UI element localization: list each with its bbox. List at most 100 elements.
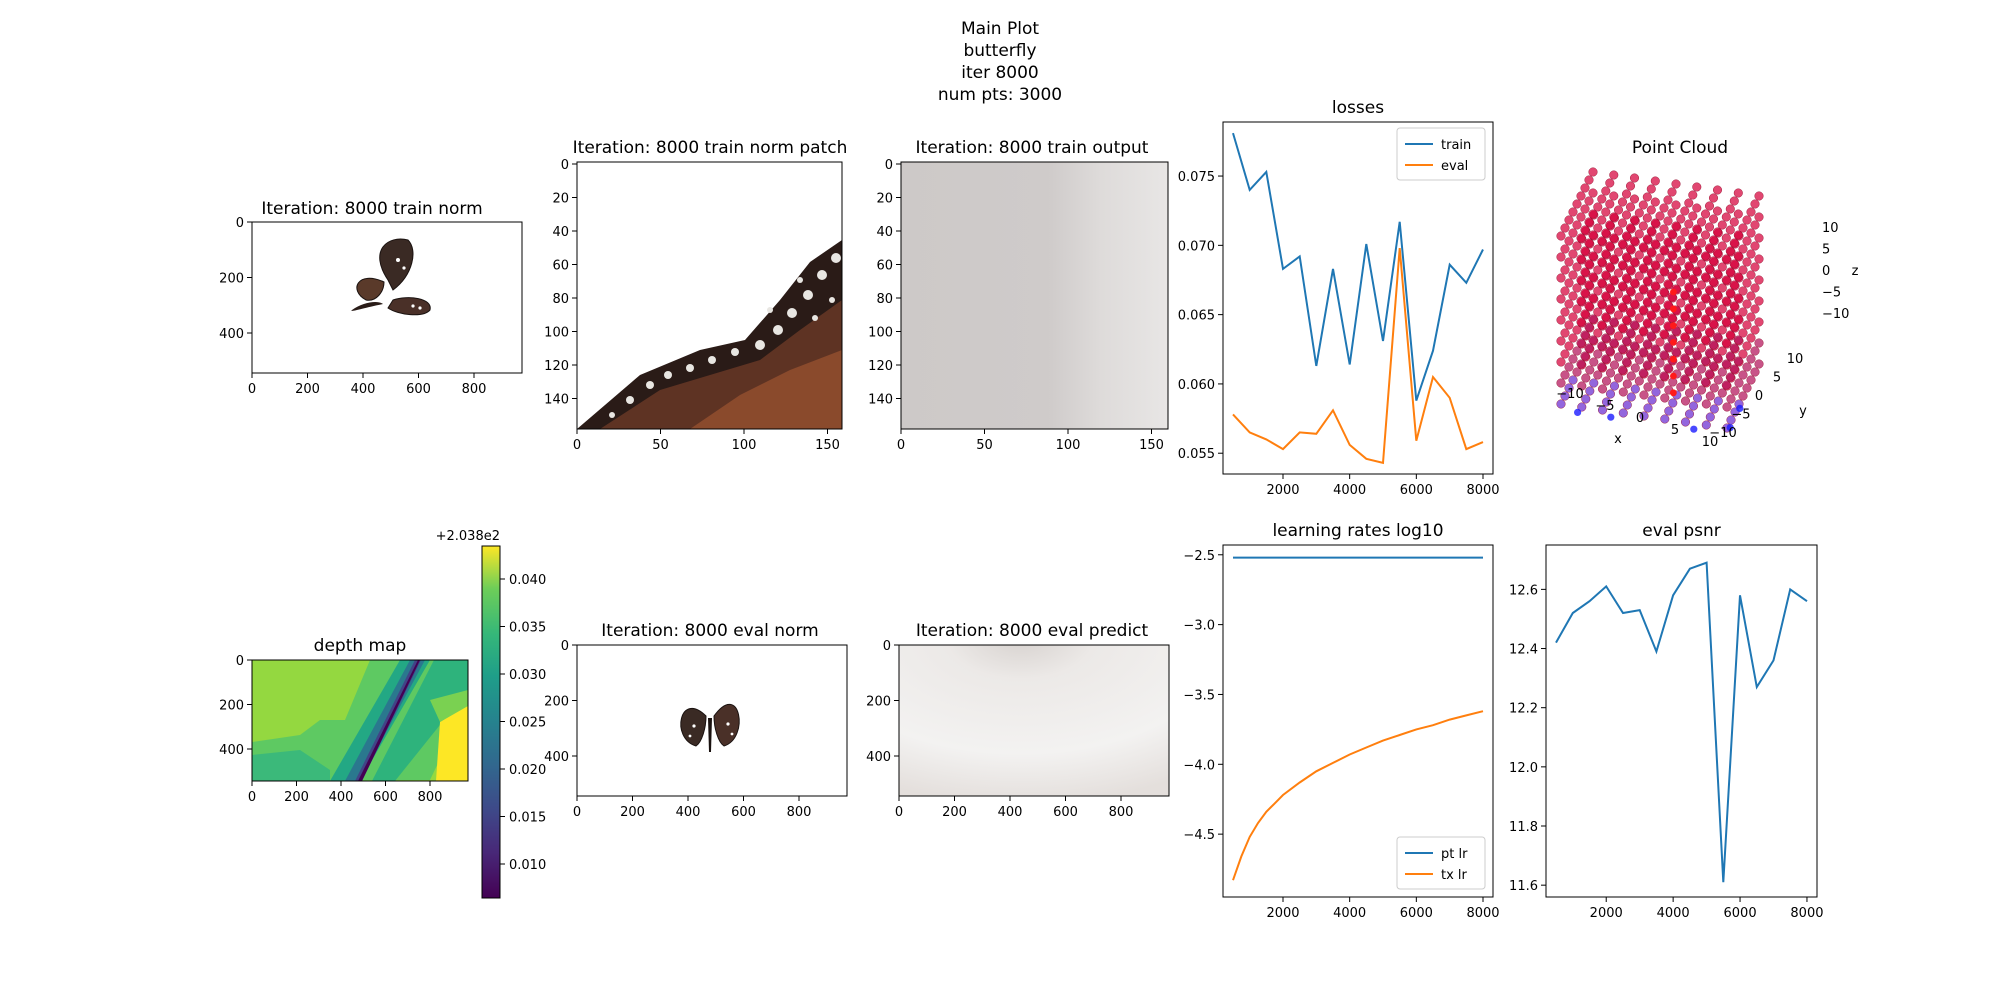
pc-point bbox=[1588, 335, 1598, 345]
chart-title: eval psnr bbox=[1642, 521, 1720, 541]
pc-point bbox=[1597, 257, 1607, 267]
pc-point bbox=[1609, 296, 1619, 306]
pc-point bbox=[1660, 393, 1670, 403]
pc-point bbox=[1725, 288, 1735, 298]
pc-point bbox=[1680, 311, 1690, 321]
suptitle-line-3: iter 8000 bbox=[961, 63, 1039, 83]
panel-eval-norm: Iteration: 8000 eval norm 0 200 400 600 8000… bbox=[544, 621, 848, 820]
pc-point bbox=[1572, 199, 1582, 209]
pc-point bbox=[1708, 235, 1718, 245]
pc-point bbox=[1601, 354, 1611, 364]
pc-point bbox=[1638, 200, 1648, 210]
pc-point bbox=[1700, 356, 1710, 366]
pc-point bbox=[1650, 218, 1660, 228]
pc-point bbox=[1568, 291, 1578, 301]
pc-point bbox=[1634, 229, 1644, 239]
pc-ylabel: y bbox=[1799, 404, 1807, 419]
pc-point bbox=[1605, 283, 1615, 293]
pc-point bbox=[1712, 185, 1722, 195]
pc-point bbox=[1659, 203, 1669, 213]
pc-point bbox=[1676, 256, 1686, 266]
pc-point bbox=[1738, 265, 1748, 275]
y-tick-label: −3.5 bbox=[1183, 688, 1215, 703]
y-tick-label: 60 bbox=[552, 259, 569, 274]
pc-point bbox=[1560, 223, 1570, 233]
x-tick-label: 50 bbox=[976, 438, 993, 453]
pc-point bbox=[1580, 351, 1590, 361]
y-tick-label: 40 bbox=[552, 225, 569, 240]
y-tick-label: 0.055 bbox=[1178, 447, 1215, 462]
pc-point bbox=[1688, 232, 1698, 242]
pc-point bbox=[1642, 234, 1652, 244]
depth-map-yaxis: 0 200 400 bbox=[219, 654, 252, 758]
pc-point bbox=[1733, 230, 1743, 240]
pc-x-tick-label: 10 bbox=[1702, 435, 1719, 450]
pc-point bbox=[1696, 238, 1706, 248]
pc-point bbox=[1580, 309, 1590, 319]
y-tick-label: 400 bbox=[544, 750, 569, 765]
pc-point bbox=[1692, 224, 1702, 234]
pc-point bbox=[1568, 270, 1578, 280]
pc-point bbox=[1704, 348, 1714, 358]
pc-point bbox=[1742, 320, 1752, 330]
pc-point bbox=[1560, 391, 1570, 401]
pc-point bbox=[1688, 316, 1698, 326]
train-output-xaxis: 0 50 100 150 bbox=[897, 429, 1164, 453]
pc-point bbox=[1655, 274, 1665, 284]
pc-point bbox=[1638, 221, 1648, 231]
pc-point bbox=[1692, 182, 1702, 192]
colorbar-tick-label: 0.010 bbox=[509, 858, 546, 873]
panel-train-norm-patch: Iteration: 8000 train norm patch 0 50 100 1… bbox=[544, 138, 847, 453]
pc-point bbox=[1609, 233, 1619, 243]
pc-point bbox=[1617, 365, 1627, 375]
depth-map-xaxis: 0 200 400 600 800 bbox=[248, 781, 442, 805]
pc-point bbox=[1717, 241, 1727, 251]
pc-y-tick-label: 0 bbox=[1755, 389, 1763, 404]
pc-point bbox=[1572, 346, 1582, 356]
pc-point bbox=[1568, 312, 1578, 322]
pc-point bbox=[1738, 244, 1748, 254]
x-tick-label: 800 bbox=[787, 805, 812, 820]
pc-point bbox=[1617, 323, 1627, 333]
pc-point bbox=[1754, 254, 1764, 264]
y-tick-label: 0.060 bbox=[1178, 378, 1215, 393]
pc-point bbox=[1680, 269, 1690, 279]
legend: pt lr tx lr bbox=[1396, 836, 1486, 890]
pc-point bbox=[1684, 240, 1694, 250]
pc-point bbox=[1733, 272, 1743, 282]
pc-point bbox=[1556, 399, 1566, 409]
pc-point bbox=[1629, 236, 1639, 246]
y-tick-label: 0 bbox=[236, 216, 244, 231]
pc-point bbox=[1605, 346, 1615, 356]
pc-point bbox=[1613, 310, 1623, 320]
pc-point bbox=[1638, 347, 1648, 357]
pc-point bbox=[1684, 345, 1694, 355]
pc-point bbox=[1650, 302, 1660, 312]
pc-point bbox=[1601, 249, 1611, 259]
x-tick-label: 200 bbox=[620, 805, 645, 820]
pc-point bbox=[1709, 404, 1719, 414]
pc-point bbox=[1742, 362, 1752, 372]
pc-point bbox=[1684, 261, 1694, 271]
eval-norm-xaxis: 0 200 400 600 800 bbox=[573, 796, 812, 820]
pc-point bbox=[1601, 333, 1611, 343]
legend-box bbox=[1396, 127, 1486, 181]
pc-point bbox=[1659, 266, 1669, 276]
pc-point bbox=[1663, 237, 1673, 247]
pc-point bbox=[1746, 207, 1756, 217]
pc-point bbox=[1625, 202, 1635, 212]
pc-point bbox=[1734, 378, 1744, 388]
pc-point bbox=[1670, 339, 1677, 346]
pc-point bbox=[1736, 404, 1744, 412]
pc-point bbox=[1605, 368, 1615, 378]
pc-point bbox=[1729, 322, 1739, 332]
pc-point bbox=[1593, 202, 1603, 212]
pc-point bbox=[1642, 339, 1652, 349]
x-tick-label: 4000 bbox=[1657, 906, 1690, 921]
pc-point bbox=[1646, 226, 1656, 236]
pc-point bbox=[1663, 195, 1673, 205]
pc-point bbox=[1638, 284, 1648, 294]
figure-suptitle: Main Plot butterfly iter 8000 num pts: 3… bbox=[900, 18, 1100, 106]
pc-point bbox=[1588, 188, 1598, 198]
